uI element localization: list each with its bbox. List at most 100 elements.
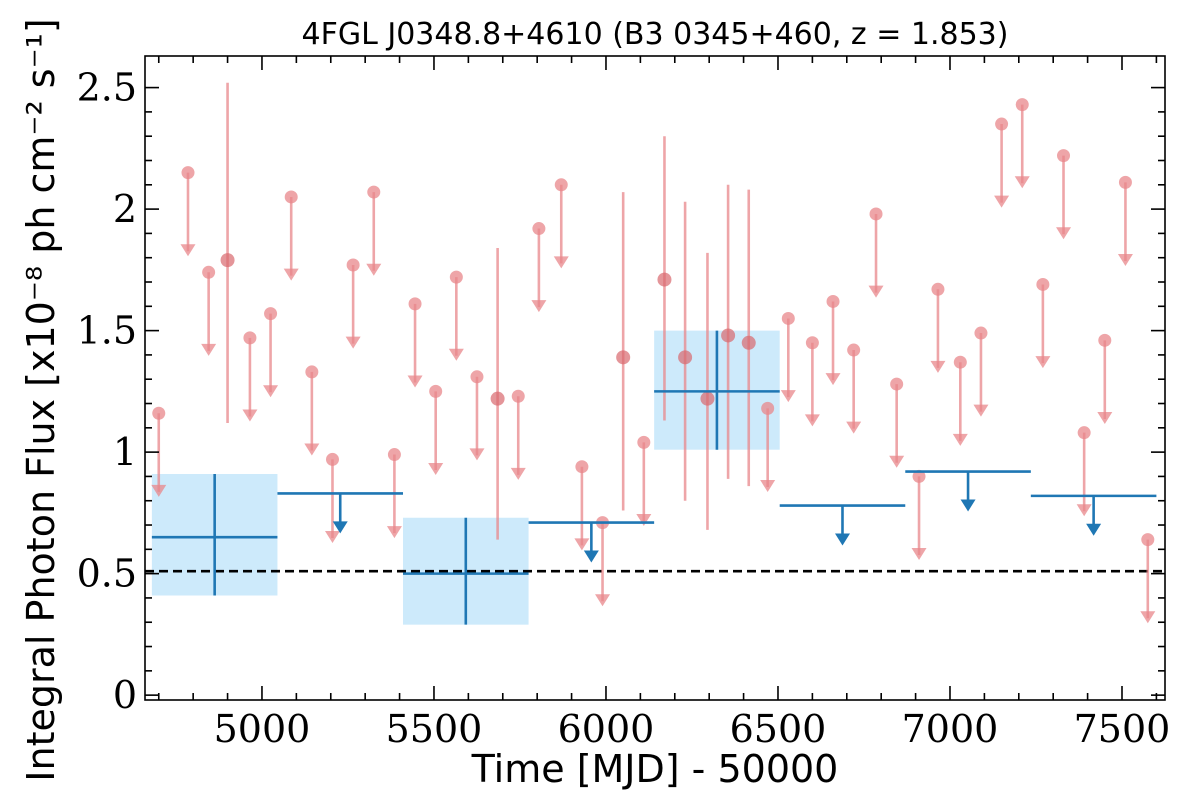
short-upper-limit-arrow <box>868 285 884 298</box>
short-upper-limit-point <box>1118 175 1132 189</box>
short-upper-limit-point <box>805 336 819 350</box>
x-axis-label: Time [MJD] - 50000 <box>471 747 839 791</box>
short-upper-limit-point <box>429 384 443 398</box>
short-upper-limit-point <box>367 185 381 199</box>
short-upper-limit-arrow <box>448 348 464 361</box>
short-upper-limit-point <box>202 265 216 279</box>
tick-labels: 5000 5500 6000 6500 7000 7500 0 0.5 1 1.5 2 2.5 <box>77 66 1171 751</box>
x-tick-label: 6500 <box>730 707 827 751</box>
short-detection-point <box>700 391 715 406</box>
short-upper-limit-point <box>931 282 945 296</box>
short-detection-point <box>490 391 505 406</box>
short-upper-limit-arrow <box>930 360 946 373</box>
short-upper-limit-point <box>511 389 525 403</box>
short-upper-limit-arrow <box>553 256 569 269</box>
y-tick-label: 2 <box>113 187 137 231</box>
short-upper-limit-arrow <box>469 448 485 461</box>
long-bin-detection-group <box>151 330 780 625</box>
y-tick-label: 0.5 <box>77 552 137 596</box>
chart-title: 4FGL J0348.8+4610 (B3 0345+460, z = 1.85… <box>302 17 1009 52</box>
long-upper-limit-arrow <box>1086 523 1102 536</box>
short-upper-limit-point <box>284 190 298 204</box>
short-detection-point <box>741 335 756 350</box>
short-upper-limit-arrow <box>911 548 927 561</box>
short-upper-limit-point <box>575 460 589 474</box>
short-upper-limit-arrow <box>1097 411 1113 424</box>
long-upper-limit-arrow <box>960 499 976 512</box>
short-upper-limit-point <box>847 343 861 357</box>
short-upper-limit-point <box>1077 426 1091 440</box>
short-upper-limit-point <box>1036 277 1050 291</box>
short-upper-limit-point <box>953 355 967 369</box>
short-upper-limit-point <box>346 258 360 272</box>
short-upper-limit-arrow <box>825 373 841 386</box>
short-upper-limit-point <box>408 297 422 311</box>
x-tick-label: 6000 <box>558 707 655 751</box>
short-upper-limit-arrow <box>151 484 167 497</box>
short-upper-limit-arrow <box>952 433 968 446</box>
short-bin-detection-group <box>220 82 756 540</box>
short-upper-limit-point <box>826 294 840 308</box>
short-upper-limit-point <box>264 307 278 321</box>
short-upper-limit-arrow <box>846 421 862 434</box>
short-upper-limit-arrow <box>386 526 402 539</box>
short-upper-limit-arrow <box>324 531 340 544</box>
short-upper-limit-arrow <box>304 443 320 456</box>
short-upper-limit-point <box>554 178 568 192</box>
short-upper-limit-arrow <box>595 594 611 607</box>
short-upper-limit-arrow <box>242 409 258 422</box>
short-upper-limit-arrow <box>1014 176 1030 189</box>
short-upper-limit-arrow <box>804 414 820 427</box>
short-upper-limit-point <box>637 435 651 449</box>
short-upper-limit-arrow <box>1076 504 1092 517</box>
x-tick-label: 7500 <box>1074 707 1171 751</box>
short-upper-limit-arrow <box>1140 611 1156 624</box>
short-upper-limit-point <box>912 469 926 483</box>
long-bin-upper-limit-group <box>277 470 1157 563</box>
short-detection-point <box>220 253 235 268</box>
short-upper-limit-arrow <box>889 455 905 468</box>
short-upper-limit-point <box>387 448 401 462</box>
short-upper-limit-point <box>1057 149 1071 163</box>
y-tick-label: 0 <box>113 673 137 717</box>
short-upper-limit-point <box>532 222 546 236</box>
x-tick-label: 5500 <box>386 707 483 751</box>
short-upper-limit-point <box>761 401 775 415</box>
short-upper-limit-point <box>470 370 484 384</box>
short-upper-limit-arrow <box>366 263 382 276</box>
short-upper-limit-arrow <box>1117 253 1133 266</box>
short-upper-limit-arrow <box>180 244 196 257</box>
short-detection-point <box>616 350 631 365</box>
y-tick-label: 1.5 <box>77 309 137 353</box>
short-upper-limit-point <box>243 331 257 345</box>
short-detection-point <box>678 350 693 365</box>
short-upper-limit-arrow <box>760 480 776 493</box>
short-upper-limit-point <box>781 311 795 325</box>
short-upper-limit-point <box>305 365 319 379</box>
y-tick-label: 1 <box>113 430 137 474</box>
short-upper-limit-point <box>1015 98 1029 112</box>
short-detection-point <box>657 272 672 287</box>
short-upper-limit-arrow <box>510 467 526 480</box>
short-detection-point <box>721 328 736 343</box>
short-upper-limit-point <box>1098 333 1112 347</box>
short-upper-limit-point <box>449 270 463 284</box>
short-upper-limit-arrow <box>574 538 590 551</box>
short-upper-limit-arrow <box>345 336 361 349</box>
short-upper-limit-arrow <box>636 514 652 527</box>
long-upper-limit-arrow <box>834 533 850 546</box>
short-upper-limit-arrow <box>428 462 444 475</box>
short-upper-limit-arrow <box>201 343 217 356</box>
short-upper-limit-arrow <box>263 385 279 398</box>
short-upper-limit-point <box>974 326 988 340</box>
axis-ticks <box>145 56 1165 700</box>
short-upper-limit-arrow <box>1035 356 1051 369</box>
x-tick-label: 7000 <box>902 707 999 751</box>
short-upper-limit-point <box>890 377 904 391</box>
short-upper-limit-arrow <box>1056 227 1072 240</box>
short-upper-limit-arrow <box>973 404 989 417</box>
plot-frame <box>144 55 1166 701</box>
short-upper-limit-arrow <box>283 268 299 281</box>
short-upper-limit-point <box>995 117 1009 131</box>
